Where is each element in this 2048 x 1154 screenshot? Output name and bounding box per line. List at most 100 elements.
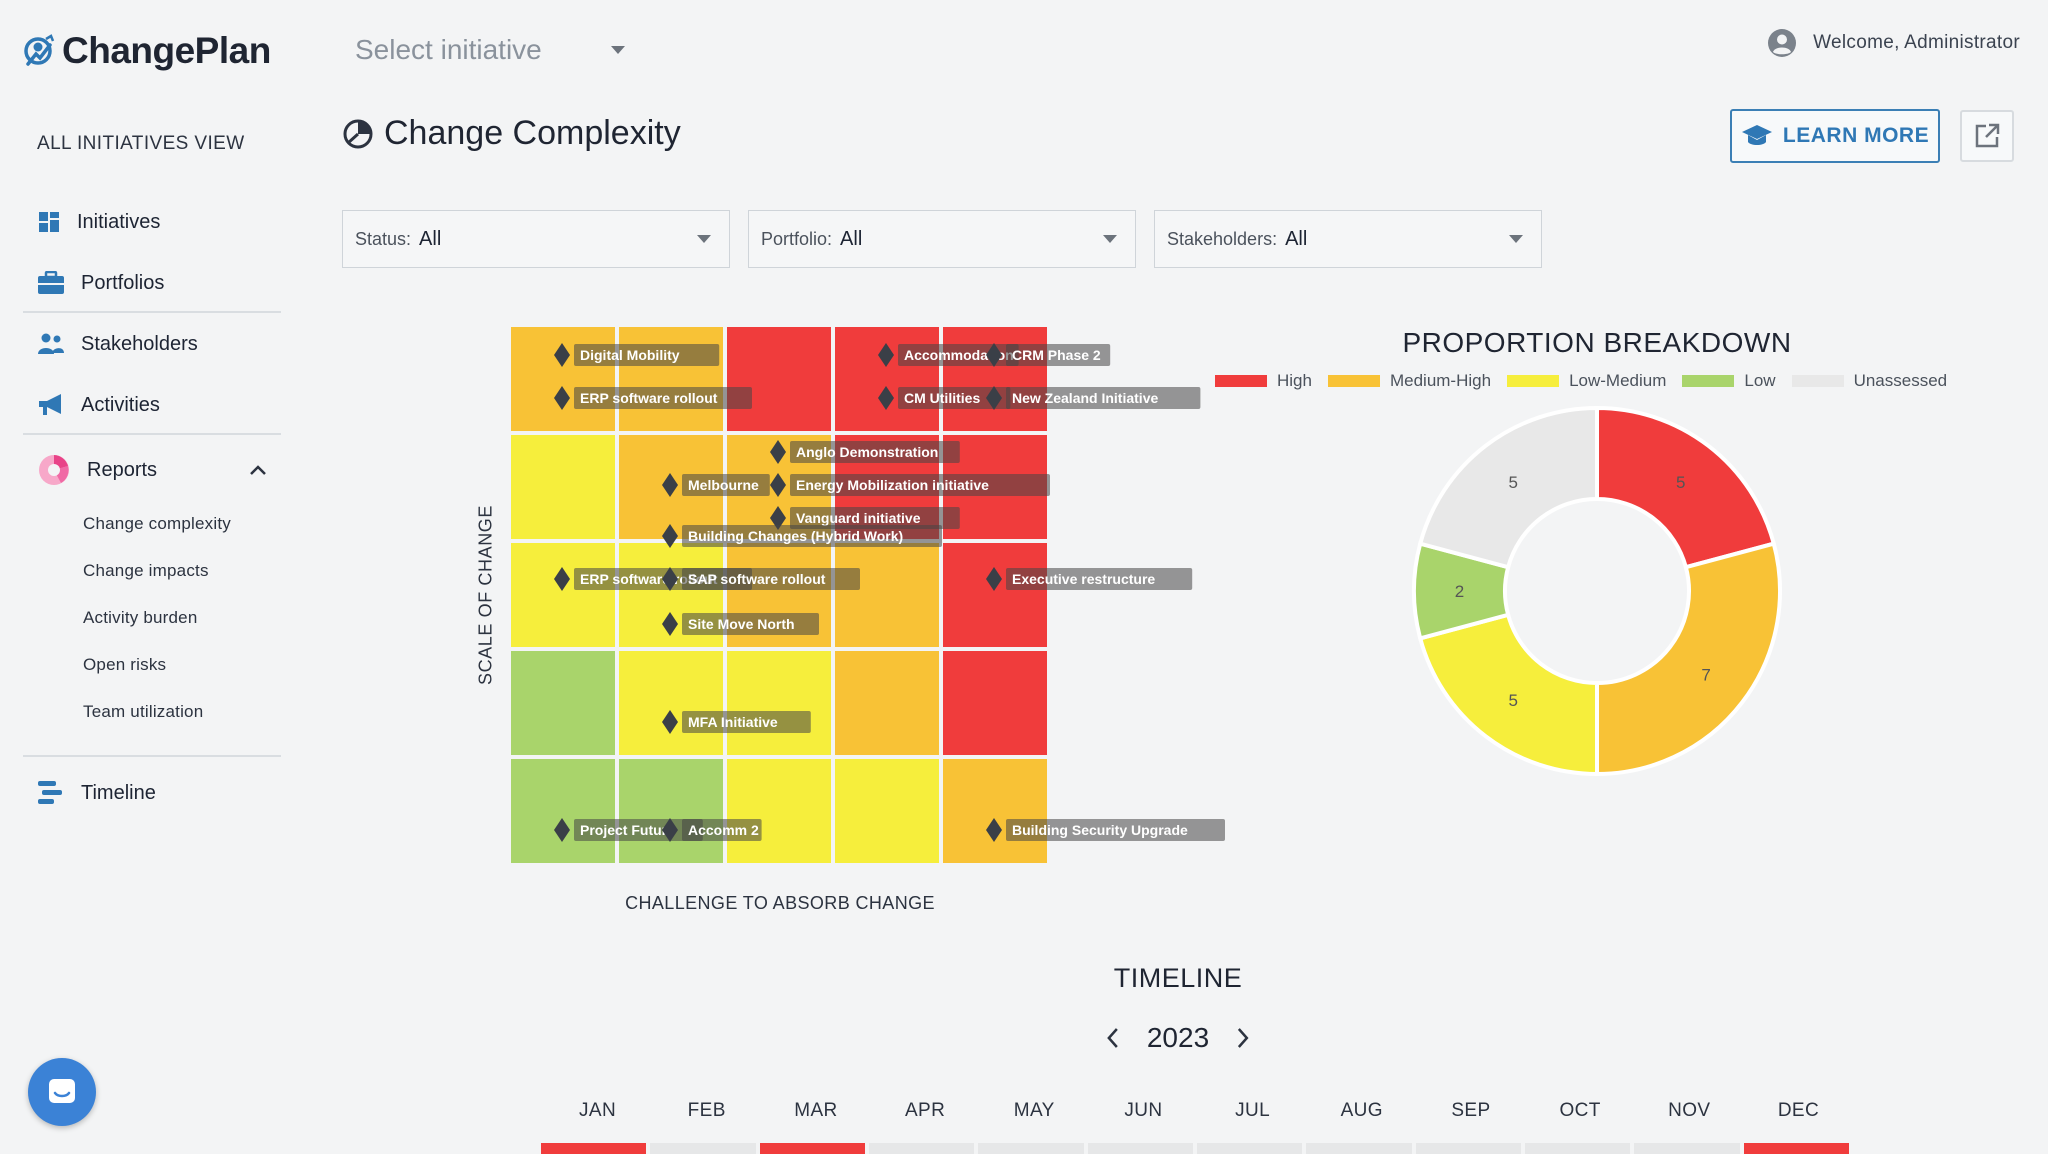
report-change-impacts[interactable]: Change impacts [83,561,209,580]
initiative-select[interactable]: Select initiative [355,30,625,70]
initiative-marker[interactable]: Building Changes (Hybrid Work) [662,524,942,548]
month-label: MAY [1013,1100,1055,1121]
initiative-marker[interactable]: Vanguard initiative [770,506,960,530]
legend-item-low[interactable]: Low [1682,371,1776,391]
matrix-cell [835,759,939,863]
all-initiatives-view-label: ALL INITIATIVES VIEW [37,133,245,154]
legend-label: High [1277,371,1312,390]
initiative-marker[interactable]: Anglo Demonstration [770,440,960,464]
portfolio-filter[interactable]: Portfolio: All [748,210,1136,268]
legend-label: Low-Medium [1569,371,1667,390]
month-label: OCT [1559,1100,1601,1121]
timeline-segment[interactable] [759,1143,865,1154]
matrix-cell [943,651,1047,755]
matrix-cell [835,327,939,431]
open-external-button[interactable] [1960,110,2014,162]
briefcase-icon [38,271,64,294]
sidebar-item-initiatives[interactable]: Initiatives [37,210,160,234]
complexity-chart-icon [343,119,373,148]
chat-support-button[interactable] [28,1058,96,1126]
legend-swatch [1682,375,1735,387]
initiative-marker[interactable]: Site Move North [662,612,819,636]
timeline-segment[interactable] [868,1143,975,1154]
app-logo[interactable]: ChangePlan [20,26,271,76]
donut-slice[interactable] [1595,405,1777,570]
initiative-marker[interactable]: CM Utilities [878,386,1011,410]
timeline-segment[interactable] [1306,1143,1412,1154]
matrix-cell [511,651,615,755]
diamond-icon [770,506,786,530]
matrix-cell [943,543,1047,647]
initiative-label-bg [574,387,752,409]
chevron-up-icon[interactable] [249,464,267,476]
legend-item-unassessed[interactable]: Unassessed [1791,371,1948,391]
legend-label: Unassessed [1853,371,1948,390]
user-menu[interactable]: Welcome, Administrator [1767,28,2020,58]
sidebar-item-activities[interactable]: Activities [37,393,160,417]
initiative-marker[interactable]: Melbourne [662,473,770,497]
report-open-risks[interactable]: Open risks [83,655,167,674]
initiative-marker[interactable]: Building Security Upgrade [986,818,1225,842]
initiative-marker[interactable]: Digital Mobility [554,343,720,367]
timeline-segment[interactable] [978,1143,1084,1154]
megaphone-icon [39,394,61,415]
timeline-segment[interactable] [1634,1143,1740,1154]
sidebar-item-timeline[interactable]: Timeline [37,779,156,807]
month-label: APR [904,1100,946,1121]
y-axis-label: SCALE OF CHANGE [475,504,496,686]
timeline-segment[interactable] [1196,1143,1303,1154]
donut-slice[interactable] [1417,612,1599,777]
initiative-marker[interactable]: ERP software rollout [554,386,752,410]
diamond-icon [986,818,1002,842]
sidebar-item-portfolios[interactable]: Portfolios [37,271,164,295]
report-team-utilization[interactable]: Team utilization [83,702,204,721]
donut-slice[interactable] [1417,405,1599,570]
chevron-left-icon [1107,1028,1118,1048]
sidebar-item-label: Portfolios [81,271,165,294]
learn-more-button[interactable]: LEARN MORE [1730,109,1940,163]
initiative-label: Accomm 2 [688,822,759,838]
timeline-segment[interactable] [650,1143,756,1154]
month-label: AUG [1340,1100,1383,1121]
legend-item-medium-high[interactable]: Medium-High [1327,371,1491,391]
initiative-marker[interactable]: Accommodation [878,343,1019,367]
initiative-marker[interactable]: MFA Initiative [662,710,811,734]
initiative-marker[interactable]: Accomm 2 [662,818,762,842]
timeline-segment[interactable] [1087,1143,1193,1154]
timeline-segment[interactable] [1415,1143,1521,1154]
diamond-icon [770,473,786,497]
sidebar-item-stakeholders[interactable]: Stakeholders [37,332,198,356]
timeline-segment[interactable] [1743,1143,1849,1154]
timeline-segment[interactable] [541,1143,647,1154]
initiative-marker[interactable]: Project Future [554,818,703,842]
chevron-down-icon [1509,235,1523,243]
legend-item-low-medium[interactable]: Low-Medium [1507,371,1666,391]
initiative-label-bg [682,613,819,635]
initiative-marker[interactable]: New Zealand Initiative [986,386,1201,410]
initiative-marker[interactable]: CRM Phase 2 [986,343,1111,367]
initiative-marker[interactable]: SAP software rollout [662,567,860,591]
report-change-complexity[interactable]: Change complexity [83,514,231,533]
previous-year-button[interactable] [1105,1026,1121,1050]
timeline-segment[interactable] [1524,1143,1631,1154]
donut-slice[interactable] [1595,541,1782,777]
stakeholders-filter[interactable]: Stakeholders: All [1154,210,1542,268]
initiative-marker[interactable]: Energy Mobilization initiative [770,473,1050,497]
status-filter[interactable]: Status: All [342,210,730,268]
initiative-marker[interactable]: Executive restructure [986,567,1193,591]
next-year-button[interactable] [1235,1026,1251,1050]
user-avatar-icon [1768,29,1797,57]
sidebar-item-reports[interactable]: Reports [37,453,267,487]
x-axis-label: CHALLENGE TO ABSORB CHANGE [625,893,935,913]
initiative-label-bg [790,441,960,463]
matrix-cell [619,759,723,863]
initiative-label: SAP software rollout [688,571,826,587]
chevron-right-icon [1238,1028,1249,1048]
legend-item-high[interactable]: High [1215,371,1312,391]
report-activity-burden[interactable]: Activity burden [83,608,198,627]
sidebar-item-label: Activities [81,393,160,416]
initiative-label: Vanguard initiative [796,510,921,526]
initiative-label: Digital Mobility [580,347,680,363]
matrix-cell [727,651,831,755]
